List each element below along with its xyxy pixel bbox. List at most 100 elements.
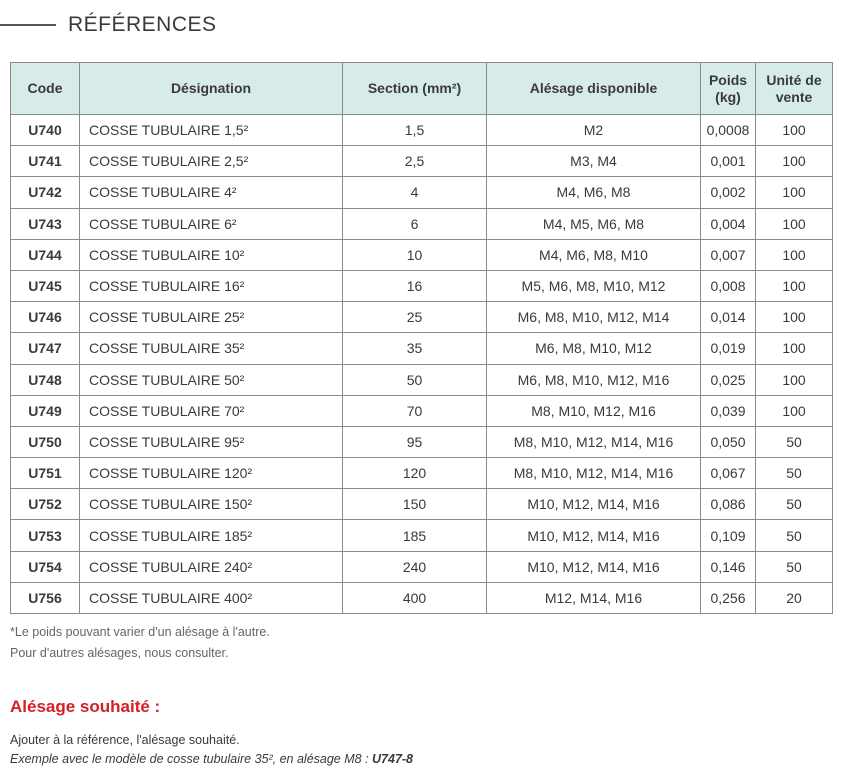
cell-section: 95	[342, 425, 487, 459]
cell-poids: 0,039	[700, 394, 756, 427]
cell-alesage: M4, M5, M6, M8	[486, 207, 701, 240]
instruction-text: Ajouter à la référence, l'alésage souhai…	[10, 733, 240, 747]
cell-section: 25	[342, 301, 487, 334]
cell-poids: 0,146	[700, 550, 756, 583]
alesage-heading: Alésage souhaité :	[10, 697, 161, 716]
cell-poids: 0,014	[700, 301, 756, 334]
cell-unite: 50	[755, 425, 833, 459]
cell-code: U744	[10, 238, 80, 271]
cell-code: U756	[10, 581, 80, 615]
cell-poids: 0,086	[700, 488, 756, 521]
cell-alesage: M8, M10, M12, M16	[486, 394, 701, 427]
cell-code: U746	[10, 301, 80, 334]
cell-poids: 0,008	[700, 269, 756, 303]
cell-unite: 50	[755, 519, 833, 552]
cell-designation: COSSE TUBULAIRE 240²	[79, 550, 343, 583]
cell-poids: 0,109	[700, 519, 756, 552]
page-title: RÉFÉRENCES	[68, 13, 217, 36]
cell-unite: 100	[755, 238, 833, 271]
cell-unite: 50	[755, 457, 833, 490]
cell-alesage: M4, M6, M8	[486, 176, 701, 209]
cell-designation: COSSE TUBULAIRE 185²	[79, 519, 343, 552]
cell-designation: COSSE TUBULAIRE 70²	[79, 394, 343, 427]
column-header-unite: Unité de vente	[755, 62, 833, 115]
cell-code: U754	[10, 550, 80, 583]
cell-alesage: M6, M8, M10, M12, M14	[486, 301, 701, 334]
cell-unite: 100	[755, 176, 833, 209]
table-row: U748 COSSE TUBULAIRE 50² 50 M6, M8, M10, M1…	[10, 363, 833, 396]
table-row: U750 COSSE TUBULAIRE 95² 95 M8, M10, M12, M…	[10, 425, 833, 459]
cell-alesage: M8, M10, M12, M14, M16	[486, 425, 701, 459]
table-row: U756 COSSE TUBULAIRE 400² 400 M12, M14, M16…	[10, 581, 833, 615]
cell-code: U751	[10, 457, 80, 490]
cell-poids: 0,256	[700, 581, 756, 615]
cell-poids: 0,019	[700, 332, 756, 365]
cell-poids: 0,002	[700, 176, 756, 209]
section-header: RÉFÉRENCES	[0, 10, 217, 40]
cell-section: 70	[342, 394, 487, 427]
cell-section: 10	[342, 238, 487, 271]
column-header-code: Code	[10, 62, 80, 115]
cell-unite: 100	[755, 207, 833, 240]
column-header-designation: Désignation	[79, 62, 343, 115]
cell-section: 2,5	[342, 145, 487, 178]
cell-unite: 50	[755, 550, 833, 583]
cell-alesage: M8, M10, M12, M14, M16	[486, 457, 701, 490]
cell-poids: 0,001	[700, 145, 756, 178]
cell-code: U749	[10, 394, 80, 427]
column-header-section: Section (mm²)	[342, 62, 487, 115]
cell-unite: 100	[755, 332, 833, 365]
note-other-alesage: Pour d'autres alésages, nous consulter.	[10, 646, 229, 660]
cell-unite: 100	[755, 301, 833, 334]
table-row: U745 COSSE TUBULAIRE 16² 16 M5, M6, M8, M10…	[10, 269, 833, 303]
cell-code: U747	[10, 332, 80, 365]
table-row: U754 COSSE TUBULAIRE 240² 240 M10, M12, M14…	[10, 550, 833, 583]
table-row: U753 COSSE TUBULAIRE 185² 185 M10, M12, M14…	[10, 519, 833, 552]
cell-designation: COSSE TUBULAIRE 35²	[79, 332, 343, 365]
example-text: Exemple avec le modèle de cosse tubulair…	[10, 750, 413, 769]
cell-alesage: M12, M14, M16	[486, 581, 701, 615]
table-row: U752 COSSE TUBULAIRE 150² 150 M10, M12, M14…	[10, 488, 833, 521]
cell-designation: COSSE TUBULAIRE 16²	[79, 269, 343, 303]
title-rule	[0, 24, 56, 26]
cell-unite: 100	[755, 394, 833, 427]
cell-poids: 0,0008	[700, 113, 756, 147]
table-row: U746 COSSE TUBULAIRE 25² 25 M6, M8, M10, M1…	[10, 301, 833, 334]
alesage-instructions: Ajouter à la référence, l'alésage souhai…	[10, 731, 413, 769]
cell-unite: 50	[755, 488, 833, 521]
cell-code: U753	[10, 519, 80, 552]
cell-designation: COSSE TUBULAIRE 95²	[79, 425, 343, 459]
cell-designation: COSSE TUBULAIRE 400²	[79, 581, 343, 615]
cell-unite: 100	[755, 113, 833, 147]
table-row: U747 COSSE TUBULAIRE 35² 35 M6, M8, M10, M1…	[10, 332, 833, 365]
cell-poids: 0,067	[700, 457, 756, 490]
table-row: U742 COSSE TUBULAIRE 4² 4 M4, M6, M8 0,002 10…	[10, 176, 833, 209]
cell-code: U743	[10, 207, 80, 240]
cell-section: 150	[342, 488, 487, 521]
table-row: U740 COSSE TUBULAIRE 1,5² 1,5 M2 0,0008 100	[10, 113, 833, 147]
cell-code: U748	[10, 363, 80, 396]
references-table: Code Désignation Section (mm²) Alésage d…	[10, 62, 833, 615]
cell-designation: COSSE TUBULAIRE 1,5²	[79, 113, 343, 147]
cell-section: 400	[342, 581, 487, 615]
cell-poids: 0,050	[700, 425, 756, 459]
table-notes: *Le poids pouvant varier d'un alésage à …	[10, 622, 270, 664]
example-reference: U747-8	[372, 752, 414, 766]
cell-designation: COSSE TUBULAIRE 150²	[79, 488, 343, 521]
cell-designation: COSSE TUBULAIRE 4²	[79, 176, 343, 209]
table-row: U743 COSSE TUBULAIRE 6² 6 M4, M5, M6, M8 0,0…	[10, 207, 833, 240]
cell-code: U742	[10, 176, 80, 209]
cell-alesage: M10, M12, M14, M16	[486, 519, 701, 552]
cell-alesage: M10, M12, M14, M16	[486, 550, 701, 583]
cell-section: 4	[342, 176, 487, 209]
cell-alesage: M3, M4	[486, 145, 701, 178]
cell-section: 185	[342, 519, 487, 552]
cell-poids: 0,025	[700, 363, 756, 396]
cell-section: 240	[342, 550, 487, 583]
cell-code: U752	[10, 488, 80, 521]
column-header-alesage: Alésage disponible	[486, 62, 701, 115]
cell-code: U745	[10, 269, 80, 303]
cell-code: U750	[10, 425, 80, 459]
cell-section: 6	[342, 207, 487, 240]
cell-designation: COSSE TUBULAIRE 2,5²	[79, 145, 343, 178]
